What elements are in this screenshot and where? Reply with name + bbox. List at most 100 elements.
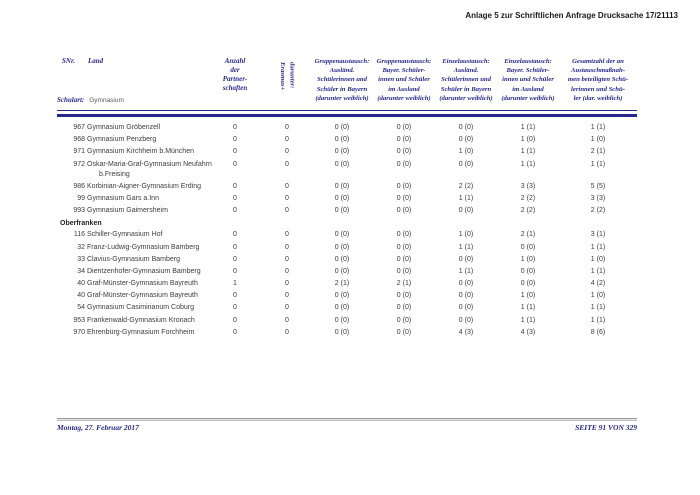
row-value: 2 (1) bbox=[520, 231, 536, 239]
row-school-name: Korbinian-Aigner-Gymnasium Erding bbox=[87, 182, 201, 190]
row-value: 1 bbox=[233, 280, 237, 288]
row-value: 0 bbox=[285, 328, 289, 336]
row-value: 0 bbox=[285, 267, 289, 275]
row-value: 0 (0) bbox=[520, 280, 536, 288]
row-snr: 33 bbox=[77, 255, 85, 263]
schulart-value: Gymnasium bbox=[89, 97, 124, 104]
row-value: 0 (0) bbox=[334, 267, 350, 275]
row-school-name: Graf-Münster-Gymnasium Bayreuth bbox=[87, 292, 198, 300]
row-value: 4 (2) bbox=[590, 280, 606, 288]
row-value: 0 bbox=[233, 231, 237, 239]
row-snr: 34 bbox=[77, 267, 85, 275]
row-value: 0 bbox=[233, 206, 237, 214]
row-value: 0 (0) bbox=[396, 316, 412, 324]
row-snr: 54 bbox=[77, 304, 85, 312]
column-header-exchange: Einzelaustausch: Ausländ. Schülerinnen u… bbox=[439, 58, 493, 102]
row-value: 2 (2) bbox=[590, 206, 606, 214]
row-value: 0 (0) bbox=[396, 136, 412, 144]
row-school-name: Gymnasium Kirchheim b.München bbox=[87, 148, 194, 156]
table-row: 970 Ehrenbürg-Gymnasium Forchheim 0 0 0 (0) 0… bbox=[57, 327, 637, 339]
row-value: 0 (0) bbox=[396, 182, 412, 190]
row-value: 0 (0) bbox=[334, 316, 350, 324]
table-row: 953 Frankenwald-Gymnasium Kronach 0 0 0 (0) 0… bbox=[57, 315, 637, 327]
table-row: 33 Clavius-Gymnasium Bamberg 0 0 0 (0) 0 (0) 0… bbox=[57, 254, 637, 266]
table-row: 32 Franz-Ludwig-Gymnasium Bamberg 0 0 0 (0) 0… bbox=[57, 242, 637, 254]
row-value: 1 (1) bbox=[458, 243, 474, 251]
row-value: 2 (2) bbox=[520, 206, 536, 214]
page-title: Anlage 5 zur Schriftlichen Anfrage Druck… bbox=[465, 11, 678, 20]
table-row: 971 Gymnasium Kirchheim b.München 0 0 0 (0) 0… bbox=[57, 146, 637, 158]
row-value: 0 (0) bbox=[396, 124, 412, 131]
table-row: 40 Graf-Münster-Gymnasium Bayreuth 0 0 0 (0)… bbox=[57, 290, 637, 302]
row-school-name: Gymnasium Penzberg bbox=[87, 136, 157, 144]
row-value: 0 (0) bbox=[458, 280, 474, 288]
row-school-name: Oskar-Maria-Graf-Gymnasium Neufahrn b.Fr… bbox=[87, 160, 212, 179]
row-value: 2 (2) bbox=[458, 182, 474, 190]
row-value: 0 bbox=[233, 160, 237, 168]
row-school-name: Gymnasium Gaimersheim bbox=[87, 206, 168, 214]
row-value: 1 (0) bbox=[520, 136, 536, 144]
row-value: 0 bbox=[233, 255, 237, 263]
row-value: 0 bbox=[285, 148, 289, 156]
column-header-exchange: Gruppenaustausch: Ausländ. Schülerinnen … bbox=[314, 58, 370, 102]
row-school-name: Gymnasium Gars a.Inn bbox=[87, 194, 159, 202]
row-value: 5 (5) bbox=[590, 182, 606, 190]
row-value: 8 (6) bbox=[590, 328, 606, 336]
row-value: 0 (0) bbox=[396, 206, 412, 214]
row-value: 0 (0) bbox=[334, 194, 350, 202]
row-value: 1 (1) bbox=[590, 160, 606, 168]
row-value: 1 (1) bbox=[458, 267, 474, 275]
row-value: 0 (0) bbox=[520, 243, 536, 251]
row-school-name: Schiller-Gymnasium Hof bbox=[87, 231, 163, 239]
row-value: 4 (3) bbox=[458, 328, 474, 336]
column-header-row: SNr. Land Anzahl der Partner- schaften d… bbox=[57, 57, 637, 103]
table-row: 986 Korbinian-Aigner-Gymnasium Erding 0 0 0 … bbox=[57, 181, 637, 193]
row-value: 0 (0) bbox=[396, 304, 412, 312]
row-value: 0 (0) bbox=[334, 255, 350, 263]
row-value: 1 (0) bbox=[590, 136, 606, 144]
row-value: 0 (0) bbox=[334, 292, 350, 300]
row-school-name: Gymnasium Casimirianum Coburg bbox=[87, 304, 194, 312]
row-value: 0 (0) bbox=[396, 255, 412, 263]
table-body: 967 Gymnasium Gröbenzell 0 0 0 (0) 0 (0) 0 (0)… bbox=[57, 116, 637, 339]
row-value: 0 (0) bbox=[396, 160, 412, 168]
table-row: 967 Gymnasium Gröbenzell 0 0 0 (0) 0 (0) 0 (0)… bbox=[57, 122, 637, 134]
schulart-line: Schulart: Gymnasium bbox=[57, 89, 124, 107]
row-value: 0 (0) bbox=[334, 182, 350, 190]
row-value: 0 (0) bbox=[396, 194, 412, 202]
row-value: 1 (0) bbox=[520, 255, 536, 263]
row-value: 0 bbox=[285, 136, 289, 144]
column-header-exchange: Gesamtzahl der an Austauschmaßnah- men b… bbox=[567, 58, 629, 102]
row-value: 1 (0) bbox=[458, 231, 474, 239]
row-snr: 40 bbox=[77, 280, 85, 288]
schulart-label: Schulart: bbox=[57, 96, 85, 104]
row-value: 0 (0) bbox=[458, 316, 474, 324]
row-value: 0 (0) bbox=[458, 304, 474, 312]
column-header-erasmus-rotated: darunter: Erasmus+ bbox=[279, 62, 296, 91]
header-rule bbox=[57, 110, 637, 117]
row-value: 0 (0) bbox=[458, 124, 474, 131]
column-header-land: Land bbox=[88, 57, 104, 65]
footer-date: Montag, 27. Februar 2017 bbox=[57, 423, 139, 432]
row-value: 3 (3) bbox=[520, 182, 536, 190]
row-value: 2 (1) bbox=[334, 280, 350, 288]
table-row: 34 Dientzenhofer-Gymnasium Bamberg 0 0 0 (0)… bbox=[57, 266, 637, 278]
row-snr: 971 bbox=[73, 148, 85, 156]
row-value: 0 (0) bbox=[334, 328, 350, 336]
footer-page-number: SEITE 91 VON 329 bbox=[575, 423, 637, 432]
row-value: 0 (0) bbox=[396, 231, 412, 239]
row-snr: 993 bbox=[73, 206, 85, 214]
row-value: 0 bbox=[285, 292, 289, 300]
row-value: 0 bbox=[233, 148, 237, 156]
row-value: 0 bbox=[285, 160, 289, 168]
row-value: 0 bbox=[233, 124, 237, 131]
row-value: 0 (0) bbox=[396, 148, 412, 156]
row-value: 0 (0) bbox=[334, 304, 350, 312]
row-school-name: Frankenwald-Gymnasium Kronach bbox=[87, 316, 195, 324]
row-value: 3 (3) bbox=[590, 194, 606, 202]
row-value: 0 bbox=[285, 231, 289, 239]
row-value: 1 (0) bbox=[590, 255, 606, 263]
row-value: 0 (0) bbox=[396, 292, 412, 300]
column-header-snr: SNr. bbox=[62, 57, 76, 65]
row-value: 1 (1) bbox=[520, 160, 536, 168]
